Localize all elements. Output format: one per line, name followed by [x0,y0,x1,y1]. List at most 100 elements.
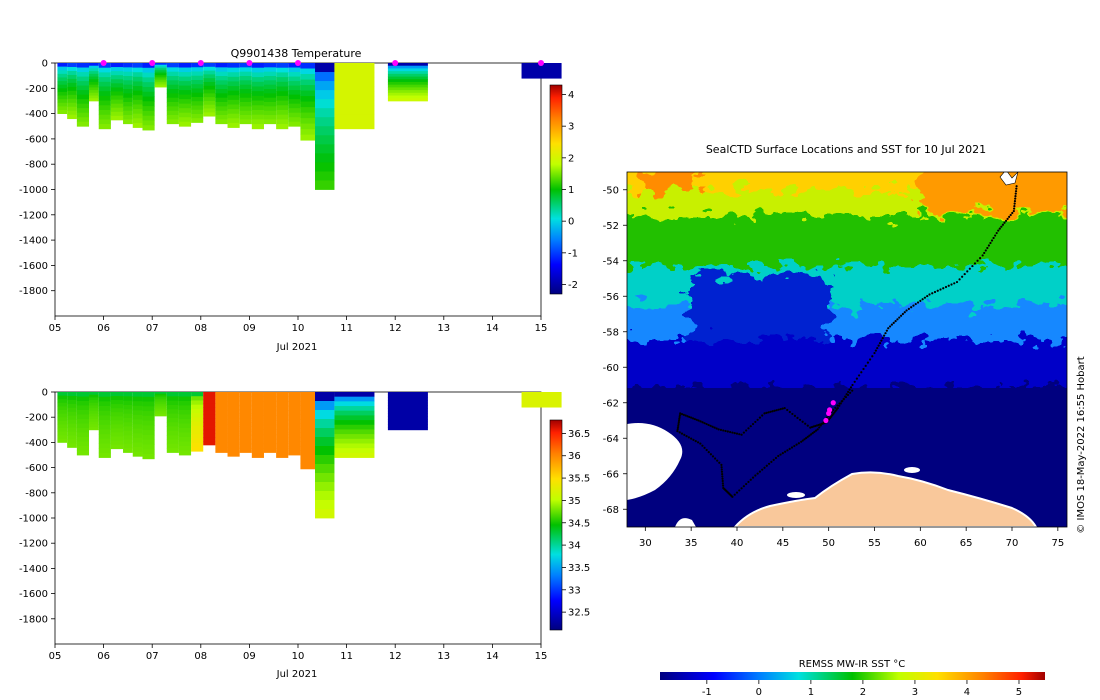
profile-cell [76,396,90,402]
profile-cell [227,433,240,439]
track-point [976,259,979,262]
profile-cell [178,94,192,100]
profile-cell [251,410,264,416]
y-tick-label: -1600 [19,589,48,600]
profile-cell [203,70,216,75]
profile-cell [227,95,240,101]
track-point [840,400,843,403]
profile-cell [154,398,167,401]
colorbar-tick-label: 36 [568,451,581,462]
track-point [966,270,969,273]
track-point [749,425,752,428]
colorbar-tick-label: 34.5 [568,518,590,529]
profile-cell [132,410,143,416]
profile-cell [334,119,375,125]
profile-cell [132,63,143,69]
profile-cell [178,441,192,447]
track-point [890,323,894,326]
track-point [677,422,680,426]
profile-cell [288,121,301,127]
profile-cell [315,135,335,145]
profile-cell [263,404,277,410]
profile-cell [334,452,375,458]
profile-cell [276,72,289,78]
track-point [844,395,848,399]
track-point [691,417,695,420]
profile-cell [166,76,179,81]
track-point [797,442,800,445]
profile-cell [239,115,252,120]
profile-cell [98,406,111,412]
track-point [767,411,770,414]
profile-cell [300,397,316,404]
profile-cell [178,437,192,442]
profile-cell [67,74,77,80]
profile-cell [276,415,289,421]
profile-cell [227,118,240,124]
profile-cell [89,98,99,102]
profile-cell [263,417,277,423]
profile-cell [239,97,252,103]
profile-cell [98,105,111,111]
track-point [1013,202,1016,205]
track-point [968,267,971,270]
profile-cell [521,76,562,78]
profile-cell [154,81,167,85]
track-point [721,484,725,487]
profile-cell [300,441,316,448]
profile-cell [387,95,428,99]
track-point [721,477,724,480]
profile-cell [300,123,316,130]
profile-cell [288,76,301,82]
profile-marker [295,60,301,66]
x-tick-label: 09 [243,323,256,334]
profile-cell [132,396,143,402]
profile-cell [110,99,124,105]
sst-colorbar-tick-label: 4 [964,687,970,698]
profile-cell [67,94,77,100]
profile-cell [57,106,68,111]
track-point [720,463,723,466]
profile-cell [89,408,99,412]
profile-cell [166,400,179,406]
x-tick-label: 08 [194,323,207,334]
profile-cell [276,63,289,69]
track-point [707,450,710,454]
profile-cell [203,422,216,427]
profile-cell [387,98,428,102]
profile-cell [276,95,289,101]
profile-column [154,392,167,417]
profile-cell [110,416,124,421]
sst-band-green [627,216,1067,272]
profile-cell [178,392,192,397]
profile-cell [57,431,68,436]
profile-cell [288,401,301,406]
profile-column [227,63,240,128]
profile-cell [98,429,111,435]
temperature-y-axis: 0 -200 -400 -600 -800 -1000 -1200 -1400 -1600 -18… [19,59,55,297]
track-point [784,450,787,453]
profile-cell [178,121,192,127]
profile-cell [76,450,90,456]
profile-cell [123,67,133,73]
profile-cell [132,109,143,115]
profile-cell [227,437,240,443]
profile-cell [110,91,124,96]
profile-cell [227,76,240,82]
profile-cell [263,422,277,427]
track-point [747,427,750,430]
profile-cell [89,76,99,80]
track-point [923,296,927,299]
profile-cell [166,71,179,77]
map-x-tick-label: 60 [914,538,927,549]
track-point [680,413,684,416]
profile-column [215,392,228,453]
track-point [756,418,759,421]
profile-cell [288,414,301,420]
profile-cell [203,433,216,438]
profile-cell [251,95,264,101]
track-point [695,418,698,421]
profile-cell [166,443,179,449]
profile-cell [387,427,428,431]
profile-cell [300,85,316,91]
